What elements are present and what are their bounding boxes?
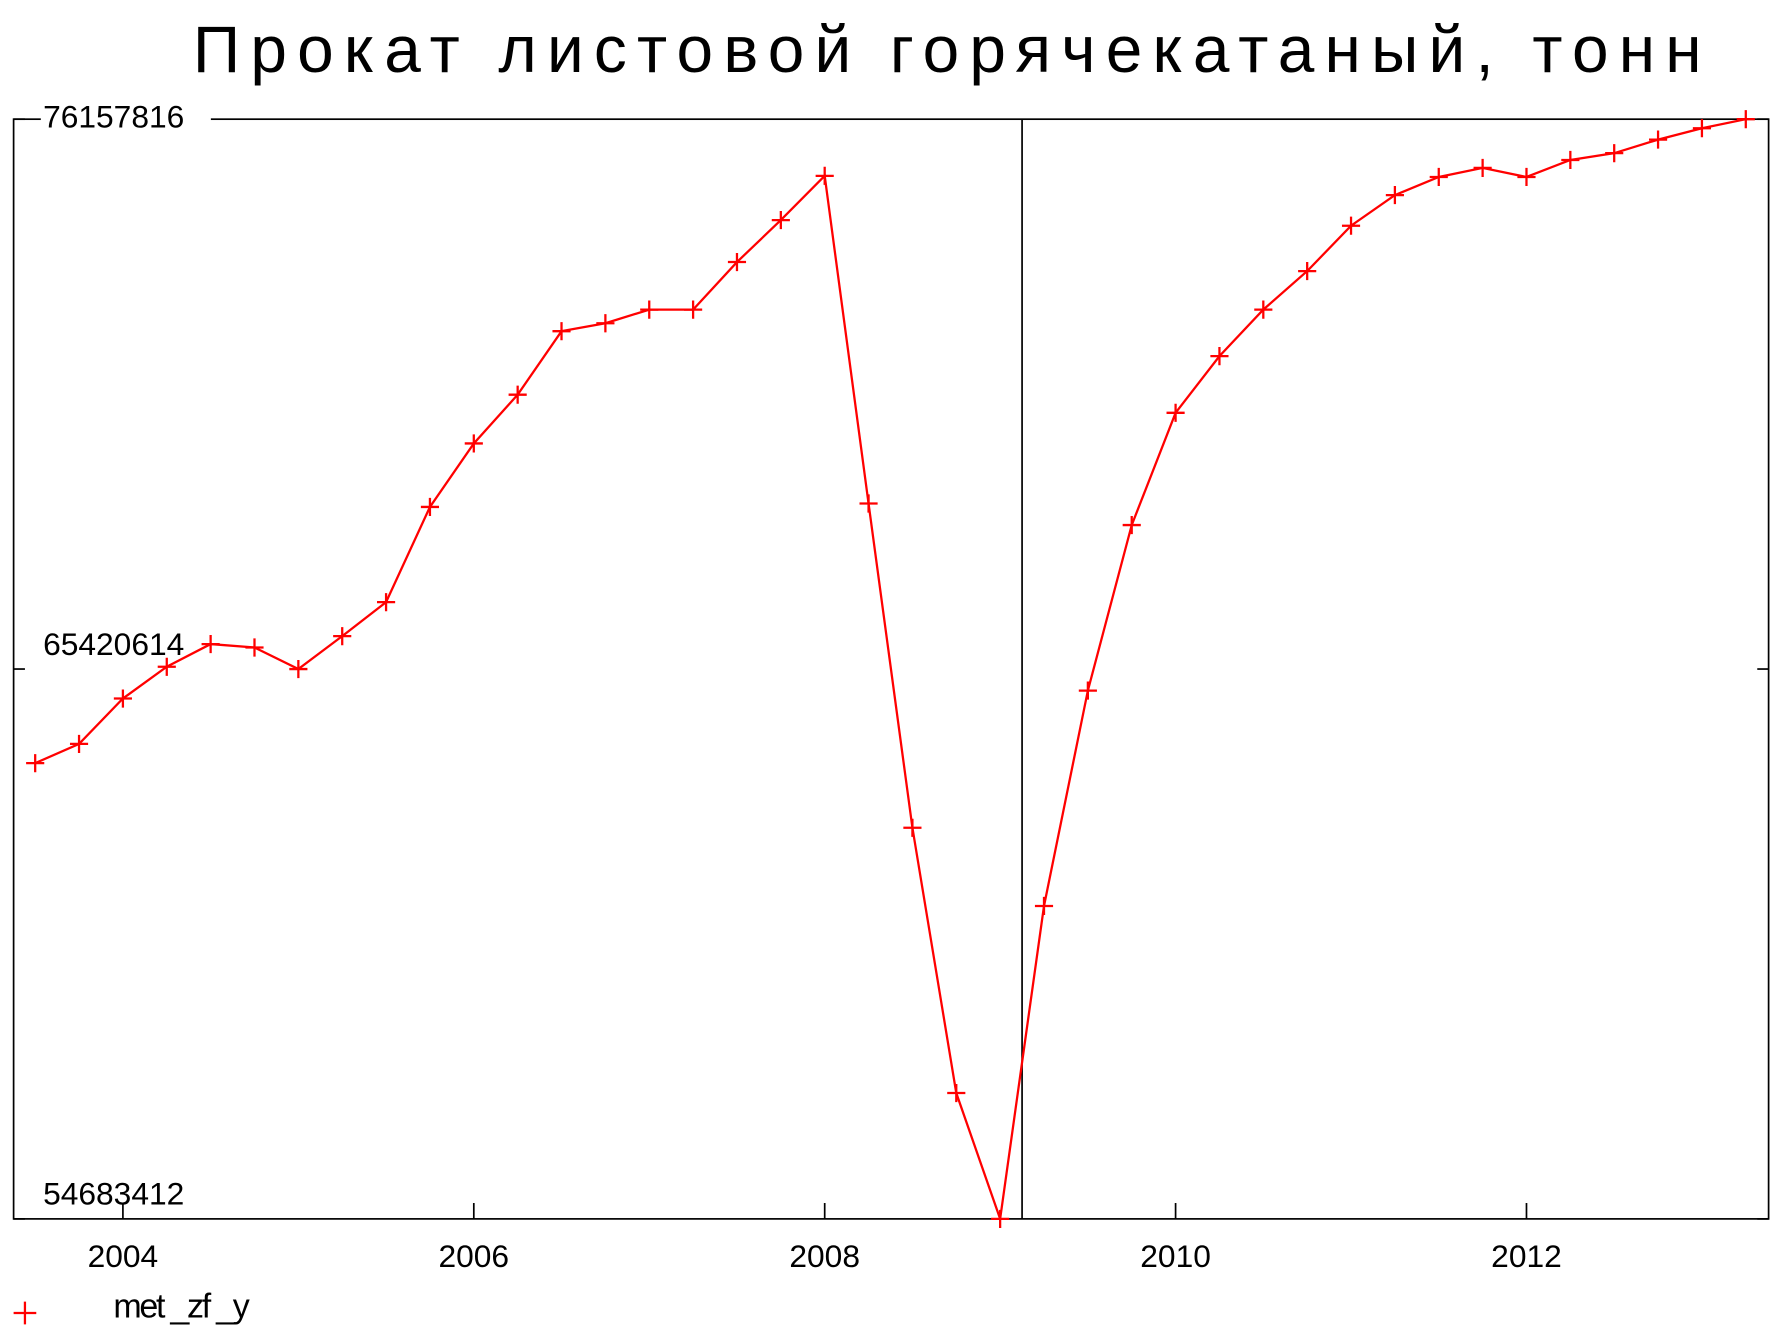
y-tick-label: 76157816 [43, 99, 184, 135]
y-tick-label: 65420614 [43, 626, 184, 662]
y-tick-label: 54683412 [43, 1176, 184, 1212]
point-marker [113, 689, 132, 708]
point-marker [1473, 158, 1492, 177]
point-marker [1122, 515, 1141, 535]
point-marker [1166, 403, 1185, 422]
point-marker [69, 734, 89, 753]
point-marker [1298, 262, 1317, 281]
y-tick-label-bg [40, 101, 211, 138]
point-marker [552, 322, 571, 341]
point-marker [1034, 896, 1054, 916]
point-marker [1517, 167, 1536, 187]
y-tick-label-bg [40, 1178, 211, 1215]
x-tick-label: 2004 [88, 1238, 159, 1274]
point-marker [333, 627, 352, 646]
point-marker [859, 494, 878, 513]
point-marker [1561, 150, 1580, 170]
point-marker [903, 818, 922, 837]
point-marker [1341, 216, 1361, 235]
point-marker [1254, 300, 1273, 319]
point-marker [771, 211, 790, 230]
point-marker [377, 593, 396, 612]
point-marker [26, 754, 45, 773]
point-marker [991, 1209, 1010, 1228]
point-marker [1429, 167, 1448, 187]
x-tick-label: 2010 [1140, 1238, 1211, 1274]
point-marker [508, 385, 527, 404]
point-marker [727, 252, 747, 272]
point-marker [157, 657, 176, 676]
x-tick-label: 2008 [789, 1238, 860, 1274]
point-marker [1078, 681, 1097, 700]
legend-label: met _zf _y [113, 1287, 249, 1325]
point-marker [1649, 130, 1668, 149]
point-marker [947, 1083, 966, 1103]
point-marker [1385, 186, 1404, 205]
x-tick-label: 2006 [438, 1238, 509, 1274]
legend-marker [13, 1301, 37, 1325]
point-marker [420, 497, 440, 517]
point-marker [1692, 119, 1711, 138]
point-marker [684, 300, 703, 319]
point-marker [815, 166, 834, 185]
point-marker [1605, 144, 1624, 163]
point-marker [201, 635, 220, 654]
point-marker [464, 434, 483, 453]
point-marker [245, 638, 264, 657]
point-marker [1210, 347, 1229, 366]
point-marker [1736, 110, 1755, 129]
point-marker [640, 300, 659, 319]
line [34, 118, 1747, 1220]
point-marker [289, 659, 308, 679]
point-marker [596, 314, 615, 333]
chart-title: Прокат листовой горячекатаный, тонн [193, 12, 1712, 86]
x-tick-label: 2012 [1491, 1238, 1562, 1274]
